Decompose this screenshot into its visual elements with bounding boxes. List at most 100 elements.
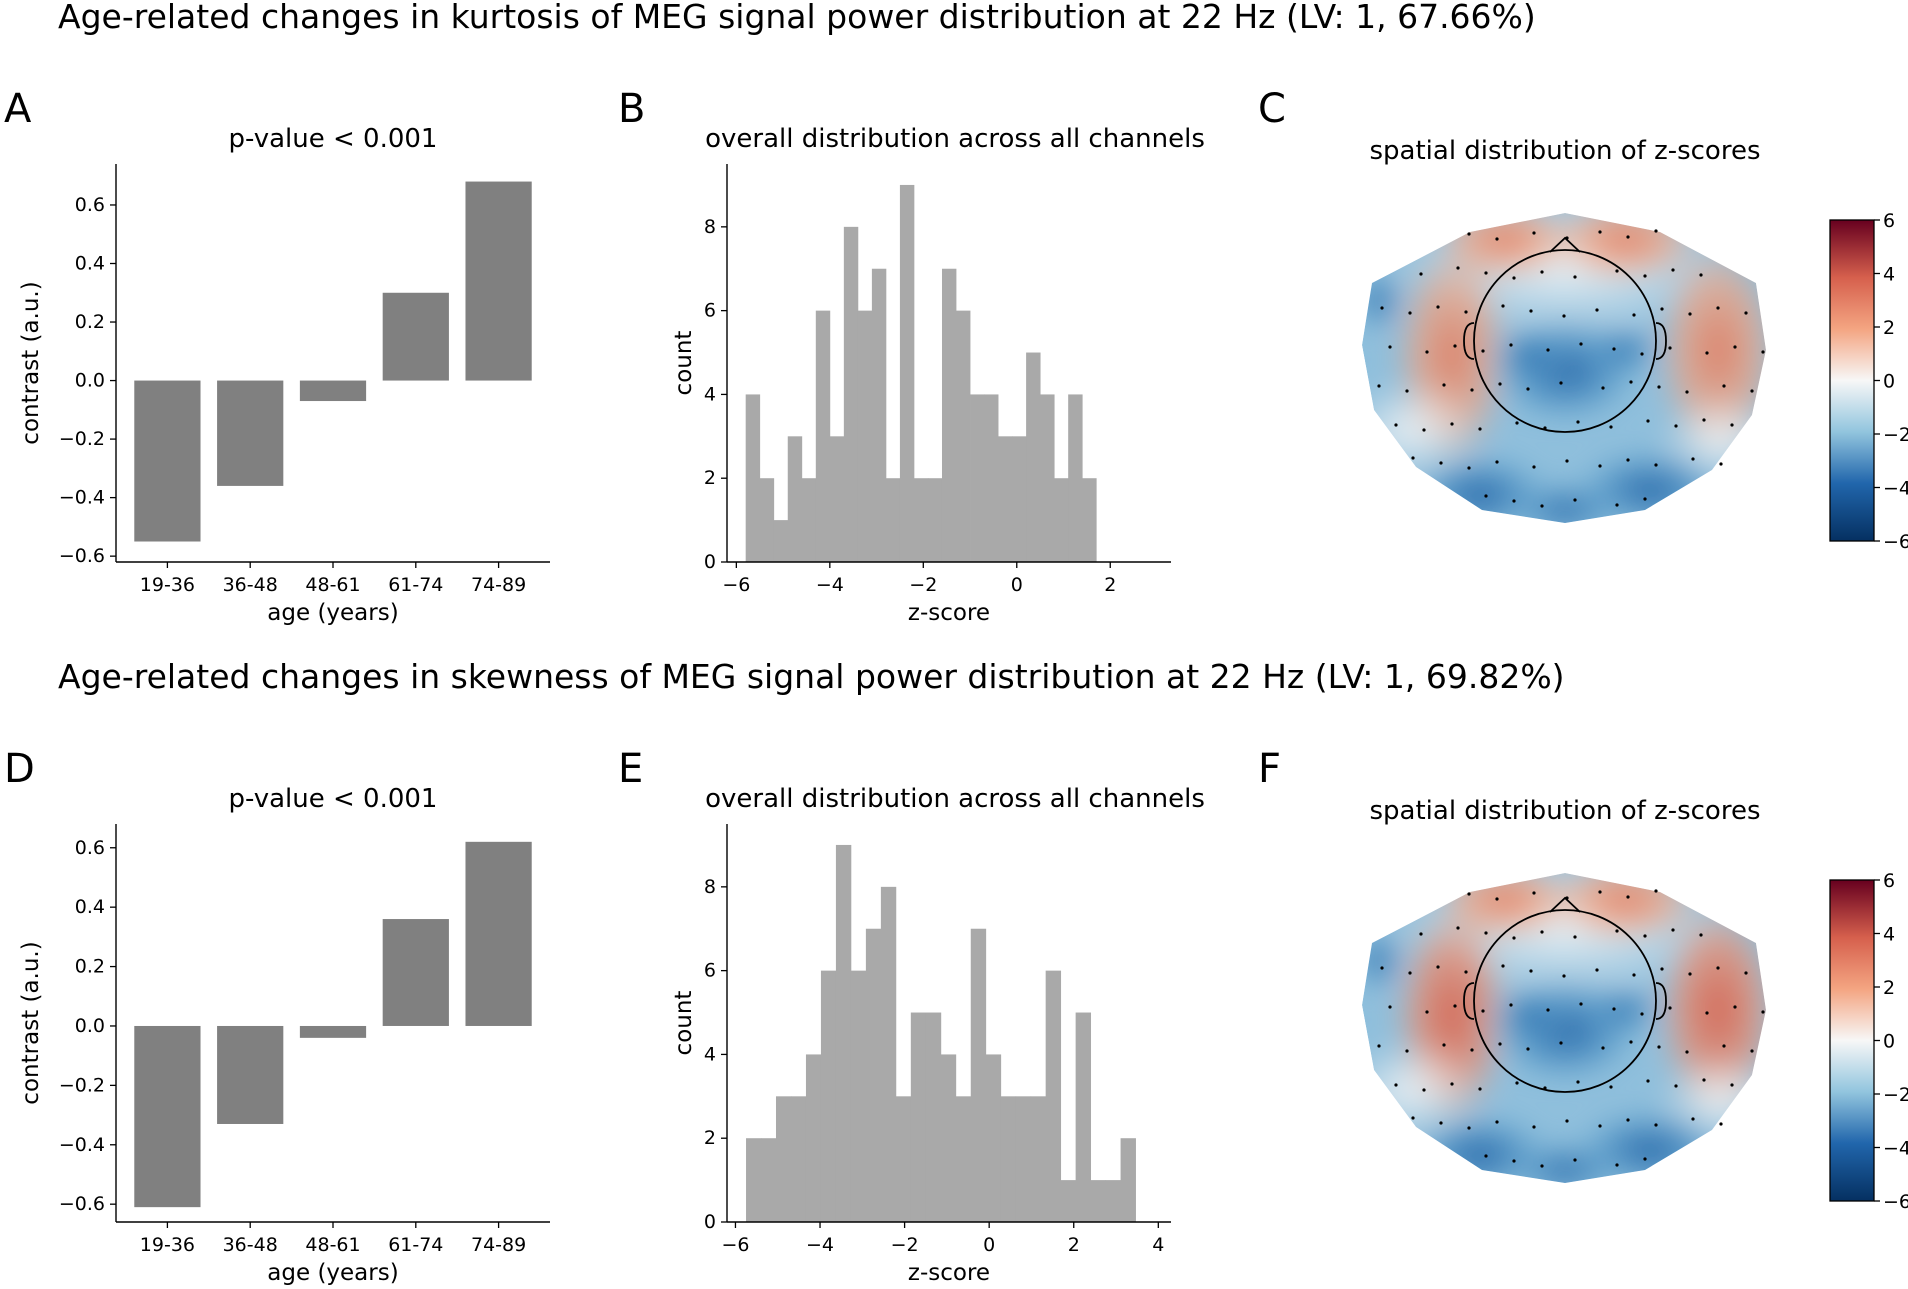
sensor (1716, 966, 1720, 970)
sensor (1668, 346, 1672, 350)
colorbar-tick-label: −2 (1883, 1084, 1908, 1106)
sensor (1733, 1005, 1737, 1009)
x-tick-label: 19-36 (140, 574, 195, 596)
sensor (1562, 314, 1566, 318)
sensor (1595, 968, 1599, 972)
sensor (1691, 457, 1695, 461)
x-axis-label: z-score (908, 1260, 990, 1286)
sensor (1654, 889, 1658, 893)
sensor (1467, 1126, 1471, 1130)
x-tick-label: 74-89 (471, 1234, 526, 1256)
colorbar (1829, 219, 1875, 542)
colorbar-tick-label: −2 (1883, 424, 1908, 446)
histogram-bin (1045, 970, 1062, 1222)
sensor (1744, 311, 1748, 315)
colorbar-tick-label: −6 (1883, 531, 1908, 553)
sensor (1515, 421, 1519, 425)
sensor (1640, 1012, 1644, 1016)
sensor (1526, 387, 1530, 391)
colorbar-tick-label: 0 (1883, 1031, 1895, 1053)
histogram-b: −6 −4 −2 0 2 0 2 4 6 8 overall distribution across… (671, 124, 1205, 626)
sensor (1719, 1122, 1723, 1126)
sensor (1654, 1123, 1658, 1127)
sensor (1632, 313, 1636, 317)
sensor (1436, 305, 1440, 309)
sensor (1657, 1045, 1661, 1049)
y-tick-label: 0.0 (75, 1015, 105, 1037)
y-tick-label: 0.6 (75, 837, 105, 859)
blue-region-bottom (1505, 1140, 1625, 1183)
sensor (1380, 306, 1384, 310)
sensor (1629, 380, 1633, 384)
y-tick-label: 0.2 (75, 311, 105, 333)
sensor (1643, 497, 1647, 501)
histogram-bin (815, 310, 831, 562)
histogram-bin (790, 1096, 807, 1222)
y-tick-label: 0.2 (75, 956, 105, 978)
histogram-bin (1015, 1096, 1032, 1222)
sensor (1388, 1005, 1392, 1009)
histogram-bin (913, 478, 929, 562)
bar-19-36 (134, 380, 201, 542)
sensor (1501, 964, 1505, 968)
topomap-field (1362, 213, 1766, 523)
sensor (1668, 1006, 1672, 1010)
sensor (1509, 343, 1513, 347)
sensor (1439, 461, 1443, 465)
x-axis-label: age (years) (267, 1260, 398, 1286)
sensor (1481, 349, 1485, 353)
sensor (1626, 1118, 1630, 1122)
sensor (1450, 422, 1454, 426)
sensor (1643, 274, 1647, 278)
topomap-blobs (1362, 873, 1766, 1183)
sensor (1495, 897, 1499, 901)
x-tick-label: −2 (891, 1234, 919, 1256)
sensor (1609, 1085, 1613, 1089)
sensor (1442, 1043, 1446, 1047)
sensor (1722, 384, 1726, 388)
x-tick-label: 2 (1068, 1234, 1080, 1256)
sensor (1615, 503, 1619, 507)
sensor (1377, 1044, 1381, 1048)
sensor (1598, 890, 1602, 894)
sensor (1761, 350, 1765, 354)
colorbar-tick-label: 2 (1883, 317, 1895, 339)
sensor (1615, 929, 1619, 933)
y-tick-label: 4 (704, 383, 716, 405)
y-axis-label: count (671, 331, 697, 396)
sensor (1411, 456, 1415, 460)
sensor (1377, 384, 1381, 388)
sensor (1484, 494, 1488, 498)
histogram-bin (773, 520, 789, 562)
sensor (1750, 1049, 1754, 1053)
histogram-bin (843, 226, 859, 562)
x-tick-label: 0 (983, 1234, 995, 1256)
histogram-bin (1054, 478, 1069, 562)
x-tick-label: 74-89 (471, 574, 526, 596)
y-tick-label: 0.4 (75, 253, 105, 275)
panel-letter-c: C (1258, 86, 1286, 132)
sensor-dots (1377, 229, 1765, 508)
y-tick-label: 6 (704, 300, 716, 322)
head-outline (1473, 909, 1657, 1093)
sensor (1595, 308, 1599, 312)
sensor (1615, 1163, 1619, 1167)
y-tick-label: 0.0 (75, 370, 105, 392)
sensor (1532, 231, 1536, 235)
sensor (1674, 1084, 1678, 1088)
sensor (1646, 1079, 1650, 1083)
sensor (1512, 936, 1516, 940)
histogram-bin (865, 928, 882, 1222)
panel-letter-f: F (1258, 746, 1281, 792)
histogram-bin (1026, 352, 1041, 562)
sensor (1498, 1042, 1502, 1046)
histogram-bin (871, 268, 887, 562)
sensor (1532, 1125, 1536, 1129)
x-tick-label: 2 (1104, 574, 1116, 596)
bar-chart-a: 19-36 36-48 48-61 61-74 74-89 −0.6 −0.4 −0.2 0.0… (18, 124, 550, 626)
chart-title: p-value < 0.001 (229, 784, 438, 814)
sensor (1394, 1083, 1398, 1087)
y-tick-label: 2 (704, 467, 716, 489)
sensor (1512, 276, 1516, 280)
sensor (1654, 229, 1658, 233)
